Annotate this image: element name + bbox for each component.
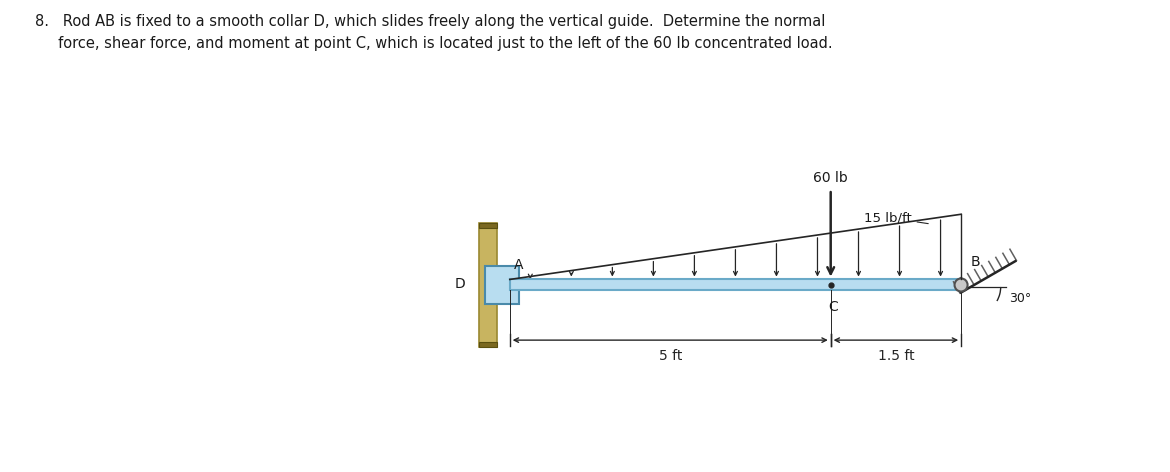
Text: 15 lb/ft: 15 lb/ft <box>863 211 928 224</box>
Text: 30°: 30° <box>1009 292 1031 304</box>
Polygon shape <box>479 342 497 347</box>
Text: D: D <box>455 277 466 291</box>
Polygon shape <box>479 223 497 347</box>
Polygon shape <box>484 266 518 304</box>
Text: 5 ft: 5 ft <box>659 349 682 363</box>
Text: 8.   Rod AB is fixed to a smooth collar D, which slides freely along the vertica: 8. Rod AB is fixed to a smooth collar D,… <box>35 14 833 51</box>
Polygon shape <box>510 279 961 290</box>
Text: B: B <box>971 255 980 270</box>
Circle shape <box>955 278 968 292</box>
Text: A: A <box>514 259 523 272</box>
Text: 60 lb: 60 lb <box>813 171 848 185</box>
Text: 1.5 ft: 1.5 ft <box>878 349 914 363</box>
Text: C: C <box>828 300 838 313</box>
Polygon shape <box>479 223 497 228</box>
